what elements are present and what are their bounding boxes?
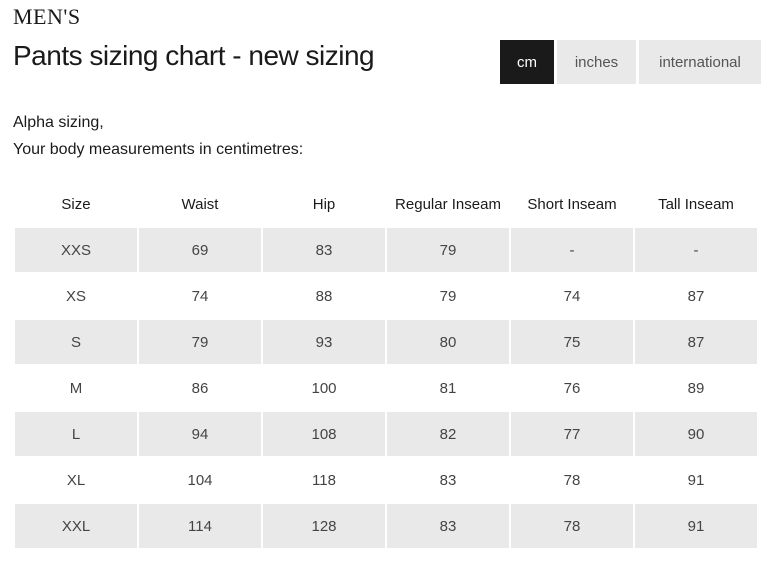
column-header: Tall Inseam xyxy=(658,195,734,213)
table-header-row: Size Waist Hip Regular Inseam Short Inseam Ta… xyxy=(15,182,757,226)
table-cell: 118 xyxy=(312,471,336,489)
table-cell: 81 xyxy=(439,379,457,397)
table-cell: XXS xyxy=(15,228,137,272)
tab-cm[interactable]: cm xyxy=(500,40,554,84)
category-label: MEN'S xyxy=(13,4,81,29)
table-cell: XXL xyxy=(15,504,137,548)
table-row: XS 74 88 79 74 87 xyxy=(15,274,757,318)
table-cell: 74 xyxy=(563,287,581,305)
table-cell: 94 xyxy=(139,412,261,456)
table-cell: 104 xyxy=(187,471,213,489)
sizing-subtitle: Alpha sizing, xyxy=(13,114,104,131)
table-cell: 79 xyxy=(387,228,509,272)
column-header: Short Inseam xyxy=(527,195,617,213)
table-cell: 83 xyxy=(387,504,509,548)
table-cell: 83 xyxy=(263,228,385,272)
table-cell: L xyxy=(15,412,137,456)
table-row: XXS 69 83 79- - xyxy=(15,228,757,272)
table-cell: 80 xyxy=(387,320,509,364)
table-cell: 86 xyxy=(191,379,209,397)
table-cell: 114 xyxy=(139,504,261,548)
table-cell: 91 xyxy=(687,471,705,489)
page-title: Pants sizing chart - new sizing xyxy=(13,40,375,71)
table-cell: 79 xyxy=(439,287,457,305)
table-cell: XS xyxy=(65,287,86,305)
table-cell: M xyxy=(69,379,83,397)
table-cell: 79 xyxy=(139,320,261,364)
table-cell: 87 xyxy=(687,287,705,305)
table-cell: 75 xyxy=(511,320,633,364)
column-header: Regular Inseam xyxy=(395,195,501,213)
table-row: XL 104 118 83 78 91 xyxy=(15,458,757,502)
table-cell: 100 xyxy=(311,379,337,397)
column-header: Size xyxy=(61,195,91,213)
table-row: M 86 100 81 76 89 xyxy=(15,366,757,410)
table-row: XXL 114 128 83 78 91 xyxy=(15,504,757,548)
table-row: L 94 108 82 77 90 xyxy=(15,412,757,456)
table-cell: 69 xyxy=(139,228,261,272)
table-cell: 77 xyxy=(511,412,633,456)
table-cell: 87 xyxy=(635,320,757,364)
table-cell: 78 xyxy=(511,504,633,548)
table-cell: S xyxy=(15,320,137,364)
unit-tabs: cm inches international xyxy=(500,40,761,84)
size-table: Size Waist Hip Regular Inseam Short Inseam Ta… xyxy=(13,180,759,550)
table-cell: 90 xyxy=(635,412,757,456)
table-cell: 78 xyxy=(563,471,581,489)
tab-inches[interactable]: inches xyxy=(557,40,636,84)
table-cell: 91 xyxy=(635,504,757,548)
table-cell: 88 xyxy=(315,287,333,305)
column-header: Hip xyxy=(312,195,336,213)
table-cell: XL xyxy=(66,471,86,489)
table-cell: 82 xyxy=(387,412,509,456)
table-cell: 76 xyxy=(563,379,581,397)
tab-international[interactable]: international xyxy=(639,40,761,84)
table-cell: 83 xyxy=(439,471,457,489)
table-cell: - xyxy=(511,228,633,272)
table-cell: 89 xyxy=(687,379,705,397)
table-cell: 93 xyxy=(263,320,385,364)
table-cell: 74 xyxy=(191,287,209,305)
table-cell: 108 xyxy=(263,412,385,456)
table-cell: 128 xyxy=(263,504,385,548)
measurement-note: Your body measurements in centimetres: xyxy=(13,141,304,158)
column-header: Waist xyxy=(181,195,219,213)
table-row: S 79 93 80 75 87 xyxy=(15,320,757,364)
table-cell: - xyxy=(635,228,757,272)
